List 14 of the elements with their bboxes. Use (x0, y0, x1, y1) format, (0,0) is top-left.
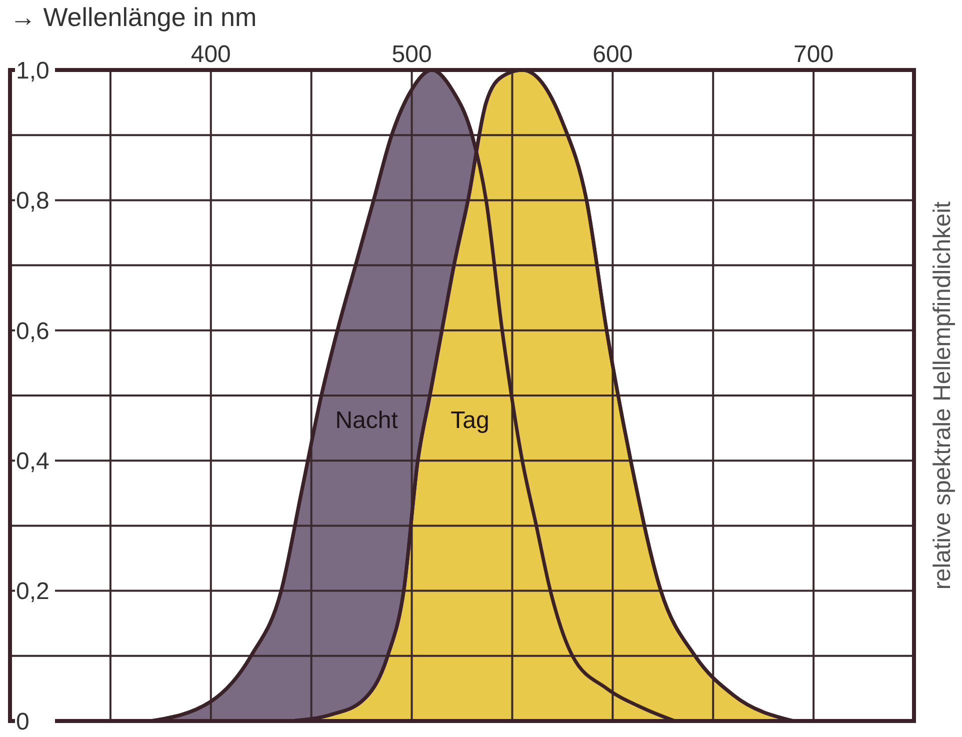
x-axis-title: → Wellenlänge in nm (10, 2, 257, 32)
y-tick-label: 0,2 (16, 578, 50, 606)
y-tick-label: 0 (16, 708, 30, 736)
y-axis-title: relative spektrale Hellempfindlichkeit (929, 201, 956, 590)
y-tick-label: 0,8 (16, 188, 50, 215)
y-tick-label: 0,6 (16, 318, 50, 345)
y-tick-label: 1,0 (16, 57, 50, 84)
x-tick-label: 500 (392, 41, 432, 68)
y-tick-label: 0,4 (16, 448, 50, 475)
x-tick-label: 700 (794, 41, 834, 68)
series-label: Tag (450, 407, 490, 434)
x-tick-label: 600 (592, 41, 633, 68)
series-label: Nacht (335, 407, 398, 434)
x-tick-label: 400 (190, 41, 231, 68)
